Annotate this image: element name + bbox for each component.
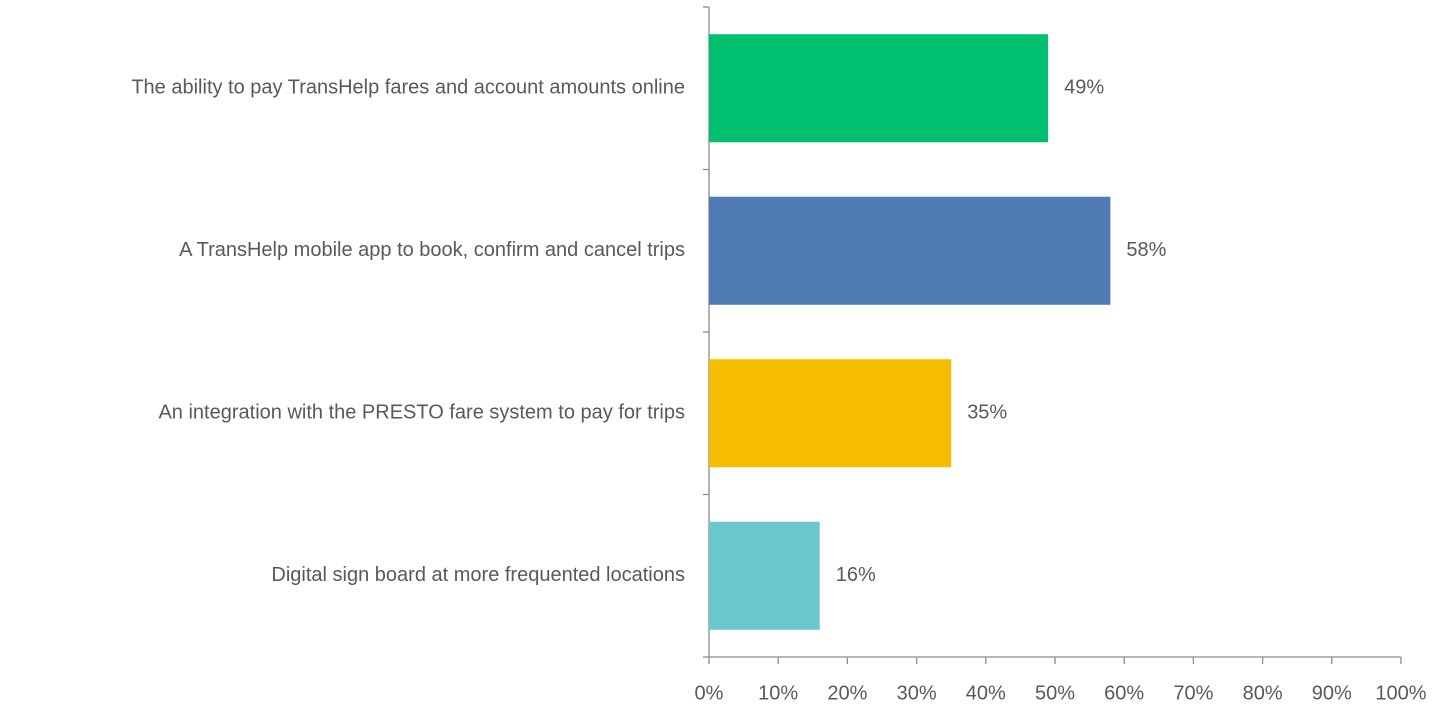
x-tick-label: 100% bbox=[1375, 682, 1426, 704]
category-label: Digital sign board at more frequented lo… bbox=[271, 564, 685, 586]
x-tick-label: 50% bbox=[1035, 682, 1075, 704]
bar bbox=[709, 196, 1111, 305]
x-tick-label: 20% bbox=[827, 682, 867, 704]
bar bbox=[709, 359, 952, 468]
category-label: A TransHelp mobile app to book, confirm … bbox=[179, 239, 685, 261]
value-label: 49% bbox=[1064, 77, 1104, 99]
x-tick-label: 70% bbox=[1173, 682, 1213, 704]
category-label: The ability to pay TransHelp fares and a… bbox=[131, 77, 685, 99]
x-tick-label: 40% bbox=[966, 682, 1006, 704]
x-tick-label: 0% bbox=[695, 682, 724, 704]
value-label: 58% bbox=[1126, 239, 1166, 261]
x-tick-label: 30% bbox=[897, 682, 937, 704]
x-tick-label: 80% bbox=[1243, 682, 1283, 704]
bar bbox=[709, 34, 1049, 143]
x-tick-label: 60% bbox=[1104, 682, 1144, 704]
x-tick-label: 10% bbox=[758, 682, 798, 704]
bar bbox=[709, 521, 820, 630]
category-label: An integration with the PRESTO fare syst… bbox=[158, 402, 685, 424]
value-label: 16% bbox=[836, 564, 876, 586]
value-label: 35% bbox=[967, 402, 1007, 424]
x-tick-label: 90% bbox=[1312, 682, 1352, 704]
